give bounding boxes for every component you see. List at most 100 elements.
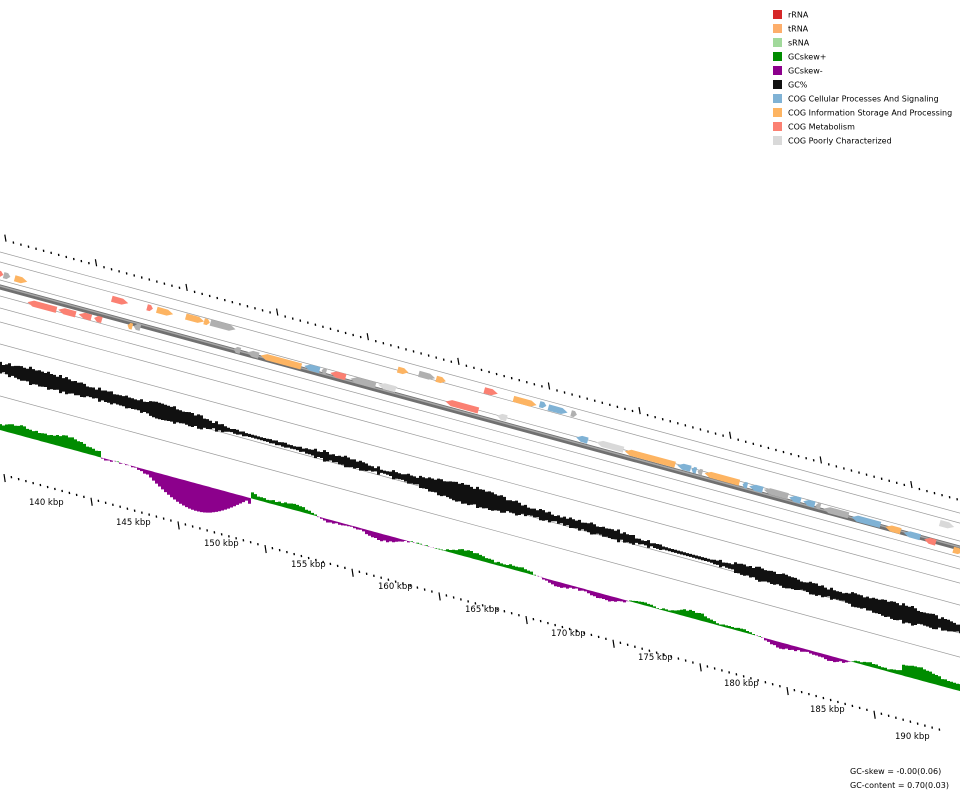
gene-arrow bbox=[78, 312, 93, 321]
ruler-major-tick bbox=[612, 639, 615, 648]
gene-arrow bbox=[321, 367, 328, 375]
legend-swatch bbox=[773, 136, 782, 145]
legend-label: GCskew+ bbox=[788, 53, 826, 62]
legend-label: GCskew- bbox=[788, 67, 823, 76]
track-guide-line bbox=[0, 279, 960, 542]
gene-arrow bbox=[763, 488, 789, 500]
gene-arrow bbox=[538, 401, 547, 409]
gene-arrow bbox=[924, 537, 937, 546]
track-guide-line bbox=[0, 295, 960, 558]
gene-arrow bbox=[885, 525, 902, 535]
genome-backbone-highlight bbox=[0, 285, 960, 548]
gene-arrow bbox=[396, 366, 409, 375]
ruler-label: 155 kbp bbox=[291, 560, 326, 570]
gene-arrow bbox=[547, 404, 568, 414]
outer-major-tick bbox=[638, 407, 641, 415]
track-guide-line bbox=[0, 321, 960, 584]
outer-major-tick bbox=[94, 259, 98, 267]
ruler-label: 140 kbp bbox=[29, 498, 64, 508]
gene-arrow bbox=[749, 484, 764, 493]
track-layer: 140 kbp 145 kbp 150 kbp 155 kbp 160 kbp 165 k… bbox=[0, 234, 960, 742]
gene-arrow bbox=[815, 502, 822, 510]
legend-swatch bbox=[773, 38, 782, 47]
gene-arrow bbox=[823, 507, 850, 519]
gene-arrow bbox=[697, 468, 704, 476]
gene-arrow bbox=[691, 466, 698, 474]
gene-arrow bbox=[803, 499, 816, 508]
gene-arrow bbox=[203, 318, 210, 326]
gene-arrow bbox=[94, 315, 103, 323]
gene-arrow bbox=[146, 304, 153, 312]
ruler-major-tick bbox=[873, 710, 876, 719]
gene-arrow bbox=[624, 449, 676, 468]
gene-arrow bbox=[27, 300, 58, 313]
ruler-label: 150 kbp bbox=[204, 539, 239, 549]
outer-major-tick bbox=[276, 308, 279, 316]
outer-major-tick bbox=[547, 382, 551, 390]
gene-arrow bbox=[512, 395, 537, 407]
gc-content-track bbox=[0, 361, 960, 634]
ruler-label: 170 kbp bbox=[551, 629, 586, 639]
gene-arrow bbox=[704, 471, 741, 486]
ruler-major-tick bbox=[264, 544, 267, 554]
gene-arrow bbox=[903, 531, 921, 541]
ruler-major-tick bbox=[351, 568, 354, 577]
ruler-label: 145 kbp bbox=[116, 518, 151, 528]
outer-major-tick bbox=[819, 456, 822, 464]
gene-arrow bbox=[247, 350, 260, 359]
legend-swatch bbox=[773, 10, 782, 19]
gene-arrow bbox=[378, 383, 397, 393]
genome-backbone bbox=[0, 284, 960, 551]
gene-arrow bbox=[418, 370, 436, 380]
outer-major-tick bbox=[729, 431, 732, 439]
ruler-label: 175 kbp bbox=[638, 653, 673, 663]
gene-arrow bbox=[851, 515, 882, 528]
legend-swatch bbox=[773, 80, 782, 89]
ruler-major-tick bbox=[90, 497, 93, 506]
gene-arrow bbox=[304, 364, 321, 374]
legend-label: GC% bbox=[788, 81, 808, 90]
gc-skew-stat: GC-skew = -0.00(0.06) bbox=[850, 767, 941, 776]
gene-arrow bbox=[111, 295, 129, 305]
legend-swatch bbox=[773, 52, 782, 61]
track-guide-line bbox=[0, 395, 960, 658]
ruler-major-tick bbox=[438, 592, 441, 601]
gc-skew-negative-track bbox=[101, 457, 851, 663]
ruler-major-tick bbox=[177, 521, 180, 530]
genome-map-content: 140 kbp 145 kbp 150 kbp 155 kbp 160 kbp 165 k… bbox=[0, 234, 960, 742]
ruler-major-tick bbox=[525, 615, 528, 625]
outer-major-tick bbox=[457, 357, 460, 365]
gene-arrow bbox=[156, 306, 174, 316]
legend-label: COG Poorly Characterized bbox=[788, 137, 892, 146]
gene-arrow bbox=[483, 387, 498, 396]
gene-arrow bbox=[133, 323, 142, 331]
gene-arrow bbox=[185, 313, 205, 323]
gene-arrow bbox=[13, 275, 28, 284]
gene-arrow bbox=[952, 546, 960, 555]
gene-arrow bbox=[497, 413, 508, 422]
track-guide-line bbox=[0, 251, 960, 514]
gene-arrow bbox=[435, 375, 446, 384]
gene-arrow bbox=[742, 481, 749, 489]
ruler-label: 180 kbp bbox=[724, 679, 759, 689]
ruler-label: 160 kbp bbox=[378, 582, 413, 592]
legend-swatch bbox=[773, 94, 782, 103]
legend-label: COG Metabolism bbox=[788, 123, 855, 132]
gene-arrow bbox=[260, 354, 303, 370]
track-guide-line bbox=[0, 307, 960, 570]
stats: GC-skew = -0.00(0.06) GC-content = 0.70(… bbox=[850, 767, 949, 790]
ruler-major-tick bbox=[3, 473, 6, 483]
ruler-label: 190 kbp bbox=[895, 732, 930, 742]
outer-major-tick bbox=[366, 333, 369, 341]
gene-arrow bbox=[350, 377, 377, 389]
legend-swatch bbox=[773, 24, 782, 33]
ruler-label: 165 kbp bbox=[465, 605, 500, 615]
legend-label: sRNA bbox=[788, 39, 810, 48]
gene-arrow bbox=[0, 270, 4, 277]
gene-arrow bbox=[233, 346, 242, 354]
gene-arrow bbox=[938, 520, 955, 529]
legend-swatch bbox=[773, 66, 782, 75]
track-guide-line bbox=[0, 343, 960, 606]
gc-skew-positive-track bbox=[0, 424, 960, 692]
